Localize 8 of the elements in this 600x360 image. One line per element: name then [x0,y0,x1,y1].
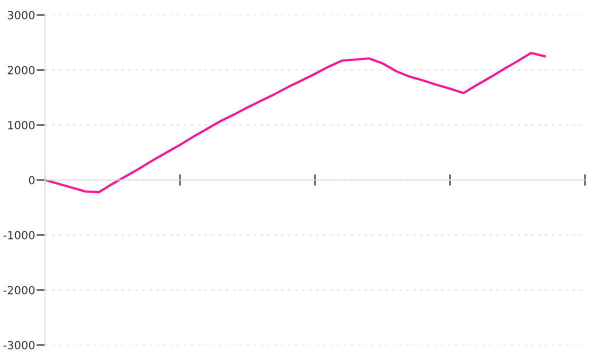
y-tick-label: 1000 [8,120,35,130]
y-tick-label: 2000 [8,66,35,74]
y-tick-label: 0 [28,176,35,184]
line-series [45,52,546,194]
y-tick-label: -2000 [4,286,35,294]
y-tick-label: 3000 [8,10,35,20]
y-tick-label: -3000 [4,340,35,350]
y-tick-label: -1000 [4,230,35,240]
